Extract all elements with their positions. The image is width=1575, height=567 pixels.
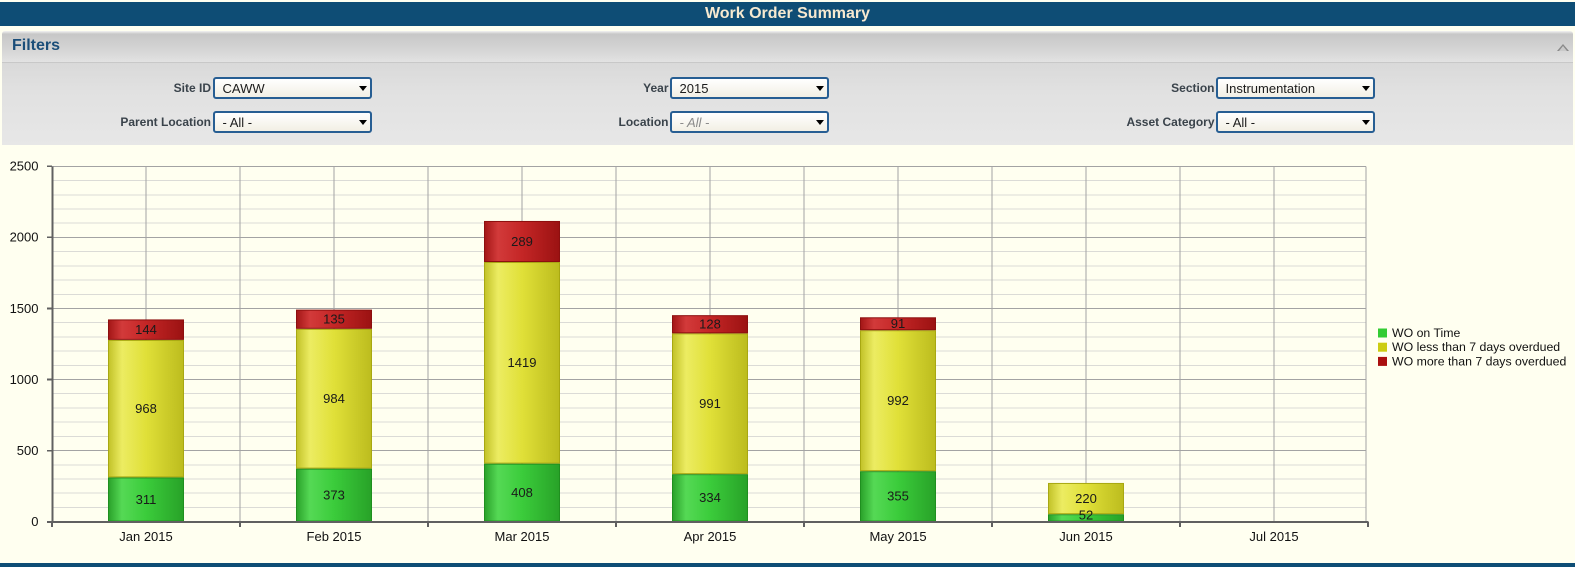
- svg-text:289: 289: [511, 234, 533, 249]
- svg-text:Jan 2015: Jan 2015: [119, 529, 173, 544]
- svg-text:1500: 1500: [10, 301, 39, 316]
- svg-text:311: 311: [136, 492, 157, 507]
- svg-text:334: 334: [699, 490, 721, 505]
- svg-text:355: 355: [887, 489, 909, 504]
- svg-text:Apr 2015: Apr 2015: [684, 529, 737, 544]
- svg-text:Feb 2015: Feb 2015: [307, 529, 362, 544]
- svg-text:WO more than 7 days overdued: WO more than 7 days overdued: [1392, 354, 1566, 368]
- svg-text:984: 984: [323, 391, 345, 406]
- svg-text:968: 968: [135, 401, 157, 416]
- svg-text:Jun 2015: Jun 2015: [1059, 529, 1113, 544]
- svg-text:Jul 2015: Jul 2015: [1249, 529, 1298, 544]
- svg-text:991: 991: [699, 396, 721, 411]
- svg-text:May 2015: May 2015: [869, 529, 926, 544]
- svg-text:0: 0: [31, 514, 38, 529]
- svg-text:144: 144: [135, 322, 157, 337]
- svg-text:373: 373: [323, 487, 345, 502]
- svg-text:52: 52: [1079, 508, 1093, 523]
- svg-text:1000: 1000: [10, 372, 39, 387]
- svg-text:WO less than 7 days overdued: WO less than 7 days overdued: [1392, 340, 1560, 354]
- svg-text:1419: 1419: [508, 355, 537, 370]
- svg-text:Mar 2015: Mar 2015: [495, 529, 550, 544]
- svg-text:408: 408: [511, 485, 533, 500]
- svg-text:2500: 2500: [10, 159, 39, 174]
- svg-text:220: 220: [1075, 491, 1097, 506]
- svg-text:135: 135: [323, 312, 345, 327]
- svg-text:500: 500: [17, 443, 39, 458]
- svg-text:91: 91: [891, 316, 905, 331]
- svg-text:2000: 2000: [10, 230, 39, 245]
- svg-text:WO on Time: WO on Time: [1392, 326, 1460, 340]
- svg-text:992: 992: [887, 393, 909, 408]
- svg-text:128: 128: [699, 317, 721, 332]
